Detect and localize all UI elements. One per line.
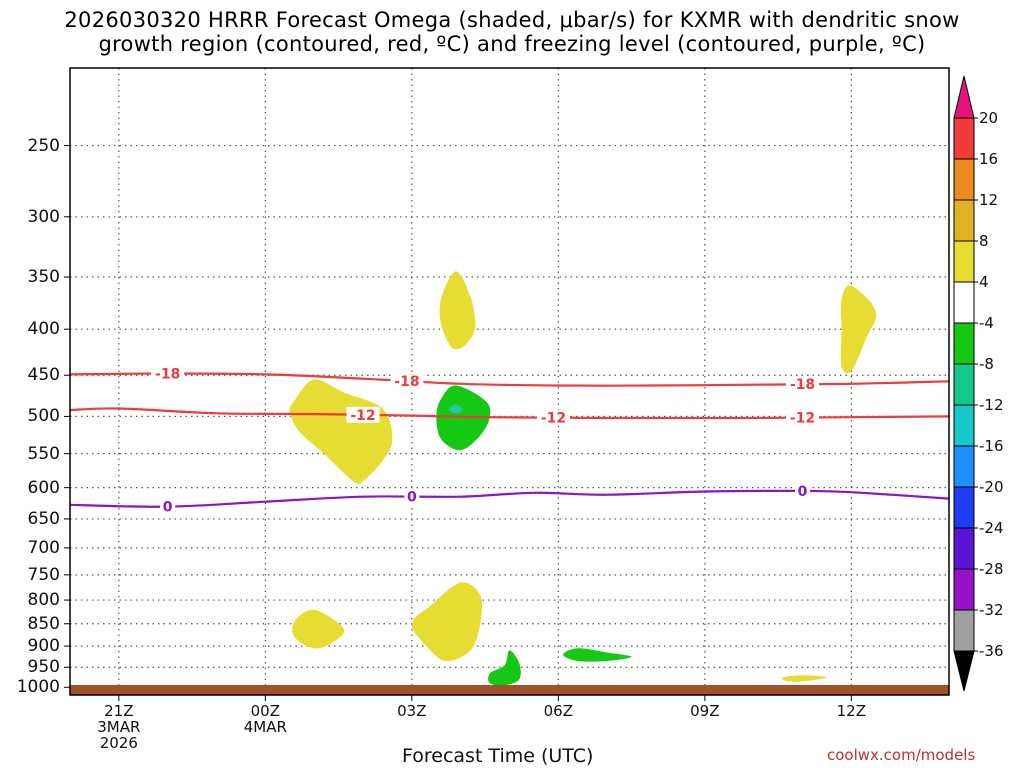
xtick-label-30-line-0: 06Z xyxy=(543,702,574,720)
colorbar-tick-label-12: -32 xyxy=(979,601,1004,619)
colorbar xyxy=(953,75,978,692)
colorbar-tick-label-8: -16 xyxy=(979,437,1004,455)
ytick-label-900: 900 xyxy=(27,636,60,657)
omega-yellow-850-mid xyxy=(411,582,483,662)
ytick-label-950: 950 xyxy=(27,657,60,678)
xtick-label-21-line-2: 2026 xyxy=(99,734,138,752)
freezing-level-label-1: 0 xyxy=(407,490,417,506)
freezing-level-label-0: 0 xyxy=(163,500,173,516)
ytick-label-800: 800 xyxy=(27,590,60,611)
omega-yellow-380-right xyxy=(840,285,877,374)
colorbar-tick-label-3: 8 xyxy=(979,232,989,250)
omega-yellow-400 xyxy=(439,271,476,350)
xtick-label-33: 09Z xyxy=(690,703,719,719)
colorbar-tick-label-10: -24 xyxy=(979,519,1004,537)
contour-labels: -18 -18 -18 -12 -12 -12 0 0 0 xyxy=(151,365,819,516)
colorbar-swatch-3 xyxy=(953,240,975,283)
colorbar-swatch-0 xyxy=(953,117,975,160)
xtick-label-24: 00Z 4MAR xyxy=(244,703,287,735)
xtick-label-24-line-1: 4MAR xyxy=(243,718,287,736)
colorbar-swatch-1 xyxy=(953,158,975,201)
ytick-label-450: 450 xyxy=(27,365,60,386)
colorbar-swatch-6 xyxy=(953,363,975,406)
ytick-label-650: 650 xyxy=(27,508,60,529)
ground-surface xyxy=(70,685,949,695)
chart-title-line-1: 2026030320 HRRR Forecast Omega (shaded, … xyxy=(64,8,960,32)
dgz-minus12-label-2: -12 xyxy=(790,411,815,427)
colorbar-swatch-4 xyxy=(953,281,975,324)
xtick-label-27-line-0: 03Z xyxy=(397,702,427,720)
freezing-level-label-bg-0 xyxy=(160,498,176,515)
colorbar-tick-label-11: -28 xyxy=(979,560,1004,578)
dgz-minus18-label-bg-2 xyxy=(786,376,819,393)
xtick-label-27: 03Z xyxy=(397,703,426,719)
dgz-minus12-label-bg-2 xyxy=(786,409,819,426)
ytick-label-400: 400 xyxy=(27,319,60,340)
dgz-minus18-label-1: -18 xyxy=(394,374,419,390)
dgz-minus12-label-0: -12 xyxy=(350,408,375,424)
xtick-label-36: 12Z xyxy=(837,703,866,719)
colorbar-swatch-12 xyxy=(953,609,975,652)
colorbar-swatch-2 xyxy=(953,199,975,242)
xtick-label-21-line-1: 3MAR xyxy=(97,718,141,736)
chart-title-line-2: growth region (contoured, red, ºC) and f… xyxy=(98,32,926,56)
colorbar-swatch-8 xyxy=(953,445,975,488)
dgz-minus12-label-1: -12 xyxy=(541,411,566,427)
omega-green-920 xyxy=(563,648,632,662)
dgz-minus18-label-bg-1 xyxy=(390,373,424,390)
dgz-minus12-label-bg-0 xyxy=(346,406,380,423)
omega-yellow-850-left xyxy=(292,609,345,649)
ytick-label-700: 700 xyxy=(27,537,60,558)
dgz-minus12-label-bg-1 xyxy=(536,409,570,426)
credit-link[interactable]: coolwx.com/models xyxy=(827,746,976,764)
colorbar-tick-label-4: 4 xyxy=(979,273,989,291)
ytick-label-850: 850 xyxy=(27,613,60,634)
xtick-label-21: 21Z 3MAR 2026 xyxy=(97,703,140,751)
colorbar-tick-label-7: -12 xyxy=(979,396,1004,414)
colorbar-bottom-arrow xyxy=(953,650,975,692)
dgz-minus18-label-bg-0 xyxy=(151,365,185,382)
ytick-label-550: 550 xyxy=(27,443,60,464)
ytick-label-500: 500 xyxy=(27,406,60,427)
ytick-label-250: 250 xyxy=(27,135,60,156)
xtick-label-24-line-0: 00Z xyxy=(250,702,281,720)
colorbar-tick-label-13: -36 xyxy=(979,642,1004,660)
freezing-level-label-bg-2 xyxy=(795,482,810,499)
colorbar-top-arrow xyxy=(953,75,975,119)
omega-yellow-500 xyxy=(289,379,393,485)
colorbar-swatch-5 xyxy=(953,322,975,365)
dgz-minus18-label-0: -18 xyxy=(155,366,180,382)
plot-frame xyxy=(69,67,950,696)
xtick-label-30: 06Z xyxy=(544,703,573,719)
omega-cyan-spot xyxy=(448,404,464,414)
colorbar-tick-label-1: 16 xyxy=(979,150,999,168)
xtick-label-21-line-0: 21Z xyxy=(104,702,134,720)
colorbar-swatch-10 xyxy=(953,527,975,570)
ytick-label-300: 300 xyxy=(27,206,60,227)
colorbar-swatch-11 xyxy=(953,568,975,611)
colorbar-tick-label-5: -4 xyxy=(979,314,994,332)
ytick-label-350: 350 xyxy=(27,267,60,288)
xtick-label-33-line-0: 09Z xyxy=(690,702,720,720)
dgz-minus18-label-2: -18 xyxy=(790,377,815,393)
omega-green-960 xyxy=(488,650,521,686)
omega-yellow-980 xyxy=(782,675,827,682)
colorbar-tick-label-6: -8 xyxy=(979,355,994,373)
ytick-label-1000: 1000 xyxy=(16,677,60,698)
colorbar-tick-label-0: 20 xyxy=(979,109,999,127)
xtick-label-36-line-0: 12Z xyxy=(836,702,867,720)
colorbar-tick-label-9: -20 xyxy=(979,478,1004,496)
freezing-level-label-2: 0 xyxy=(798,484,808,500)
freezing-level-label-bg-1 xyxy=(404,488,420,505)
colorbar-tick-label-2: 12 xyxy=(979,191,999,209)
ytick-label-600: 600 xyxy=(27,477,60,498)
x-axis-title: Forecast Time (UTC) xyxy=(402,745,594,767)
freezing-level-line xyxy=(70,489,949,508)
colorbar-swatch-7 xyxy=(953,404,975,447)
colorbar-swatch-9 xyxy=(953,486,975,529)
ytick-label-750: 750 xyxy=(27,564,60,585)
